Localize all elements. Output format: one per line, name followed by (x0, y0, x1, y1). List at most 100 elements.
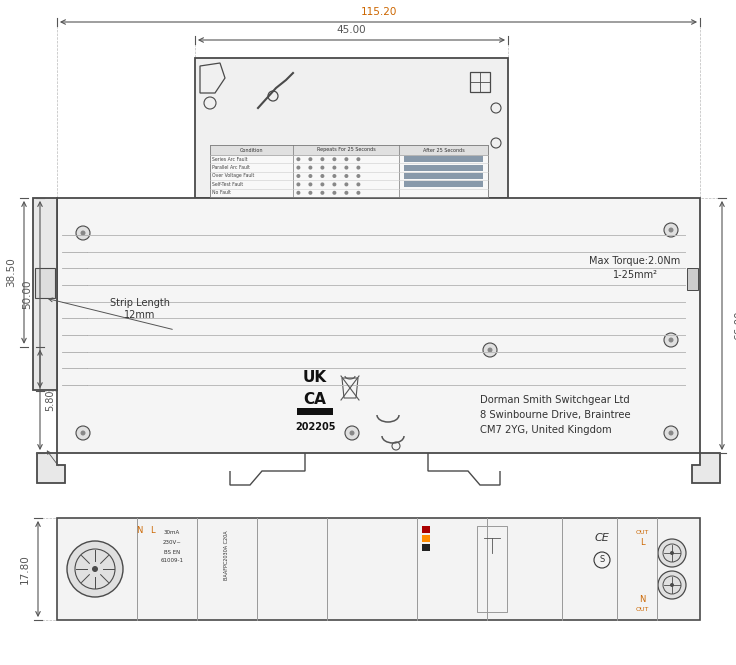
Circle shape (297, 157, 300, 161)
Text: Repeats For 25 Seconds: Repeats For 25 Seconds (316, 148, 375, 152)
Circle shape (320, 174, 325, 178)
Circle shape (483, 343, 497, 357)
Bar (422, 526, 430, 533)
Circle shape (80, 430, 85, 436)
Circle shape (668, 338, 673, 342)
Bar (33, 198, 57, 390)
Circle shape (67, 541, 123, 597)
Circle shape (320, 182, 325, 186)
Polygon shape (692, 453, 720, 483)
Circle shape (80, 231, 85, 235)
Circle shape (308, 182, 312, 186)
Bar (470, 72, 490, 92)
Text: 17.80: 17.80 (20, 554, 30, 584)
Bar (687, 268, 698, 290)
Bar (477, 526, 507, 612)
Text: 230V~: 230V~ (163, 540, 182, 545)
Circle shape (344, 182, 348, 186)
Bar (195, 58, 508, 198)
Circle shape (664, 426, 678, 440)
Text: OUT: OUT (635, 607, 648, 612)
Text: 61009-1: 61009-1 (160, 558, 183, 563)
Text: Condition: Condition (240, 148, 263, 152)
Text: Dorman Smith Switchgear Ltd
8 Swinbourne Drive, Braintree
CM7 2YG, United Kingdo: Dorman Smith Switchgear Ltd 8 Swinbourne… (480, 395, 631, 435)
Circle shape (333, 182, 336, 186)
Bar (422, 535, 430, 542)
Circle shape (333, 166, 336, 170)
Circle shape (356, 166, 361, 170)
Text: L: L (149, 526, 155, 535)
Circle shape (320, 157, 325, 161)
Text: BAAFPC2030A C20A: BAAFPC2030A C20A (224, 530, 230, 580)
Circle shape (664, 223, 678, 237)
Circle shape (297, 191, 300, 195)
Circle shape (76, 226, 90, 240)
Text: Over Voltage Fault: Over Voltage Fault (212, 174, 254, 178)
Text: Parallel Arc Fault: Parallel Arc Fault (212, 165, 250, 170)
Circle shape (356, 182, 361, 186)
Text: Strip Length
12mm: Strip Length 12mm (110, 299, 170, 320)
Text: No Fault: No Fault (212, 190, 231, 196)
Text: S: S (599, 555, 605, 565)
Text: 38.50: 38.50 (6, 257, 16, 287)
Bar (57, 518, 700, 620)
Circle shape (333, 174, 336, 178)
Bar (404, 156, 483, 162)
Circle shape (356, 191, 361, 195)
Circle shape (670, 583, 674, 587)
Text: Max Torque:2.0Nm
1-25mm²: Max Torque:2.0Nm 1-25mm² (590, 255, 681, 281)
Text: 66.00: 66.00 (734, 311, 736, 340)
Text: After 25 Seconds: After 25 Seconds (422, 148, 464, 152)
Text: BS EN: BS EN (164, 550, 180, 555)
Text: N: N (639, 595, 645, 604)
Bar (57, 198, 700, 453)
Text: 30mA: 30mA (164, 530, 180, 535)
Circle shape (297, 166, 300, 170)
Circle shape (356, 157, 361, 161)
Bar (404, 182, 483, 188)
Circle shape (320, 166, 325, 170)
Bar (297, 408, 333, 415)
Text: 202205: 202205 (294, 422, 336, 432)
Bar (35, 268, 55, 298)
Circle shape (333, 157, 336, 161)
Circle shape (308, 191, 312, 195)
Circle shape (344, 191, 348, 195)
Text: 45.00: 45.00 (336, 25, 367, 35)
Text: Series Arc Fault: Series Arc Fault (212, 157, 247, 162)
Circle shape (668, 430, 673, 436)
Circle shape (670, 551, 674, 555)
Circle shape (333, 191, 336, 195)
Text: L: L (640, 538, 644, 547)
Circle shape (344, 174, 348, 178)
Text: N: N (136, 526, 142, 535)
Text: OUT: OUT (635, 530, 648, 535)
Text: 50.00: 50.00 (22, 280, 32, 309)
Circle shape (356, 174, 361, 178)
Circle shape (76, 426, 90, 440)
Circle shape (664, 333, 678, 347)
Bar (404, 173, 483, 179)
Polygon shape (37, 453, 65, 483)
Bar (210, 145, 488, 155)
Circle shape (308, 157, 312, 161)
Circle shape (668, 227, 673, 233)
Circle shape (487, 348, 492, 352)
Bar (210, 145, 488, 197)
Circle shape (344, 157, 348, 161)
Circle shape (350, 430, 355, 436)
Text: Self-Test Fault: Self-Test Fault (212, 182, 243, 187)
Text: CA: CA (303, 392, 327, 408)
Circle shape (297, 174, 300, 178)
Circle shape (345, 426, 359, 440)
Circle shape (308, 174, 312, 178)
Circle shape (658, 571, 686, 599)
Text: 5.80: 5.80 (45, 389, 55, 410)
Text: CE: CE (595, 533, 609, 543)
Circle shape (320, 191, 325, 195)
Bar (422, 544, 430, 551)
Circle shape (344, 166, 348, 170)
Circle shape (92, 566, 98, 572)
Bar (404, 165, 483, 170)
Text: UK: UK (303, 370, 327, 386)
